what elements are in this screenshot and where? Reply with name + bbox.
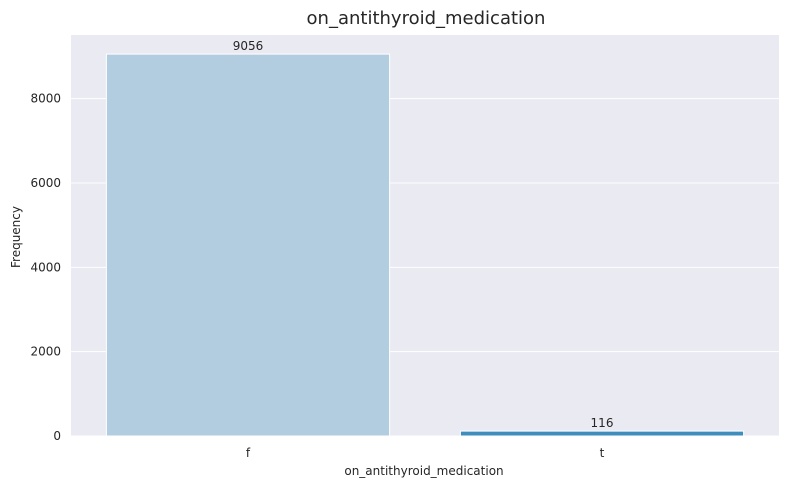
y-tick-label: 2000 (30, 345, 61, 359)
y-axis-label: Frequency (9, 206, 23, 268)
data-label-t: 116 (591, 416, 614, 430)
data-labels: 9056 116 (233, 39, 614, 430)
x-tick-label: t (600, 446, 605, 460)
y-tick-label: 6000 (30, 176, 61, 190)
bars (105, 53, 745, 437)
chart-title: on_antithyroid_medication (307, 8, 546, 29)
data-label-f: 9056 (233, 39, 264, 53)
y-tick-label: 8000 (30, 92, 61, 106)
y-tick-label: 4000 (30, 260, 61, 274)
bar-t (459, 430, 745, 437)
x-tick-label: f (246, 446, 251, 460)
x-axis-label: on_antithyroid_medication (344, 464, 503, 478)
y-tick-label: 0 (53, 429, 61, 443)
y-axis-ticks: 0 2000 4000 6000 8000 (30, 92, 61, 443)
bar-f (105, 53, 391, 437)
